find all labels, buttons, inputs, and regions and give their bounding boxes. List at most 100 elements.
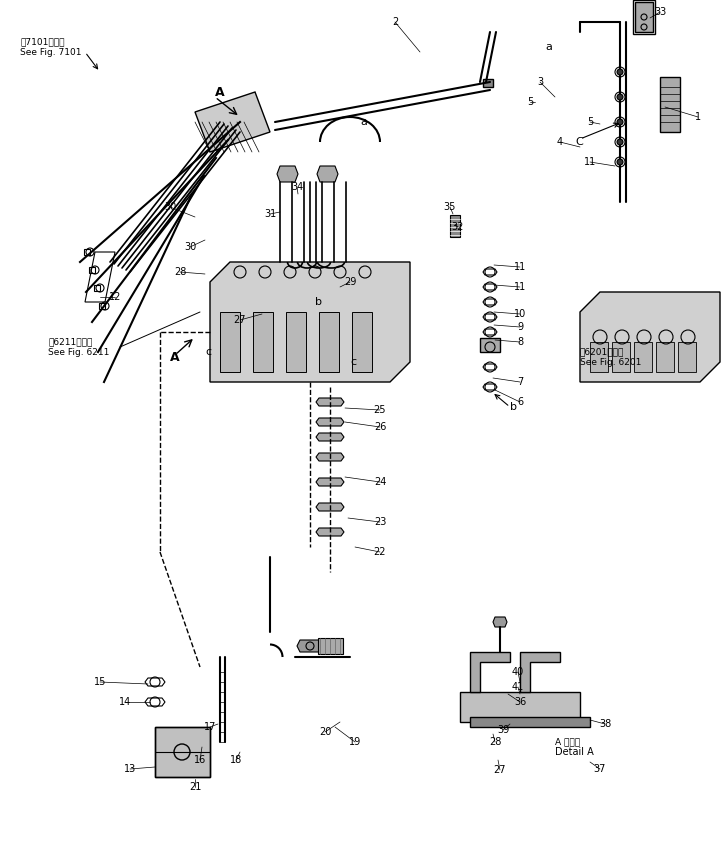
Text: 32: 32 <box>452 222 464 232</box>
Bar <box>633 0 655 34</box>
Bar <box>634 342 652 372</box>
Polygon shape <box>316 528 344 536</box>
Circle shape <box>617 139 623 145</box>
Bar <box>450 215 460 237</box>
Text: b: b <box>315 297 322 307</box>
Text: 第6211図参照: 第6211図参照 <box>48 338 93 347</box>
Text: 17: 17 <box>204 722 216 732</box>
Text: 30: 30 <box>164 202 176 212</box>
Text: 5: 5 <box>587 117 593 127</box>
Text: 14: 14 <box>119 697 131 707</box>
Polygon shape <box>580 292 720 382</box>
Text: 36: 36 <box>514 697 526 707</box>
Bar <box>483 79 493 87</box>
Text: 34: 34 <box>291 182 303 192</box>
Text: 20: 20 <box>319 727 331 737</box>
Text: a: a <box>360 117 367 127</box>
Polygon shape <box>520 652 560 692</box>
Text: 30: 30 <box>184 242 196 252</box>
Text: 24: 24 <box>374 477 386 487</box>
Text: 41: 41 <box>512 682 524 692</box>
Bar <box>590 342 608 372</box>
Text: b: b <box>510 402 517 412</box>
Polygon shape <box>316 478 344 486</box>
Polygon shape <box>316 418 344 426</box>
Text: 10: 10 <box>514 309 526 319</box>
Circle shape <box>617 119 623 125</box>
Polygon shape <box>493 617 507 627</box>
Polygon shape <box>316 398 344 406</box>
Text: 27: 27 <box>494 765 506 775</box>
Bar <box>612 342 630 372</box>
Text: 第7101図参照: 第7101図参照 <box>20 38 64 46</box>
Circle shape <box>617 94 623 100</box>
Bar <box>660 77 680 132</box>
Bar <box>253 312 273 372</box>
Text: 29: 29 <box>344 277 356 287</box>
Bar <box>352 312 372 372</box>
Bar <box>480 338 500 352</box>
Polygon shape <box>297 640 323 652</box>
Text: 22: 22 <box>374 547 386 557</box>
Text: 5: 5 <box>527 97 533 107</box>
Text: 31: 31 <box>264 209 276 219</box>
Bar <box>318 638 343 654</box>
Text: 28: 28 <box>174 267 186 277</box>
Text: A: A <box>215 86 224 99</box>
Text: 18: 18 <box>230 755 242 765</box>
Bar <box>656 342 674 372</box>
Circle shape <box>617 159 623 165</box>
Text: c: c <box>350 357 356 367</box>
Text: 40: 40 <box>512 667 524 677</box>
Bar <box>220 312 240 372</box>
Text: A 詳細図: A 詳細図 <box>555 738 580 747</box>
Polygon shape <box>317 166 338 182</box>
Bar <box>89 267 95 273</box>
Bar <box>678 342 696 372</box>
Text: a: a <box>545 42 552 52</box>
Text: 1: 1 <box>695 112 701 122</box>
Polygon shape <box>210 262 410 382</box>
Text: 16: 16 <box>194 755 206 765</box>
Text: 7: 7 <box>517 377 523 387</box>
Text: See Fig. 7101: See Fig. 7101 <box>20 47 82 56</box>
Text: 37: 37 <box>594 764 606 774</box>
Text: 2: 2 <box>392 17 398 27</box>
Text: 25: 25 <box>374 405 386 415</box>
Text: 12: 12 <box>109 292 121 302</box>
Bar <box>94 285 100 291</box>
Text: Detail A: Detail A <box>555 747 594 757</box>
Text: 3: 3 <box>537 77 543 87</box>
Text: 33: 33 <box>654 7 666 17</box>
Polygon shape <box>460 692 580 722</box>
Text: 27: 27 <box>234 315 246 325</box>
Text: c: c <box>205 347 211 357</box>
Text: 8: 8 <box>517 337 523 347</box>
Text: 11: 11 <box>514 282 526 292</box>
Text: 39: 39 <box>497 725 509 735</box>
Text: 38: 38 <box>599 719 611 729</box>
Text: See Fig. 6211: See Fig. 6211 <box>48 348 109 356</box>
Polygon shape <box>470 652 510 692</box>
Text: 第6201図参照: 第6201図参照 <box>580 348 624 356</box>
Bar <box>155 727 210 777</box>
Text: C: C <box>575 137 583 147</box>
Text: 6: 6 <box>517 397 523 407</box>
Polygon shape <box>470 717 590 727</box>
Polygon shape <box>316 503 344 511</box>
Bar <box>99 303 105 309</box>
Bar <box>286 312 306 372</box>
Bar <box>84 249 90 255</box>
Text: 9: 9 <box>517 322 523 332</box>
Polygon shape <box>277 166 298 182</box>
Polygon shape <box>316 433 344 441</box>
Text: 26: 26 <box>374 422 386 432</box>
Polygon shape <box>316 453 344 461</box>
Text: 19: 19 <box>349 737 361 747</box>
Polygon shape <box>195 92 270 152</box>
Bar <box>635 2 653 32</box>
Text: A: A <box>170 350 180 364</box>
Text: See Fig. 6201: See Fig. 6201 <box>580 358 641 366</box>
Circle shape <box>617 69 623 75</box>
Bar <box>155 727 210 777</box>
